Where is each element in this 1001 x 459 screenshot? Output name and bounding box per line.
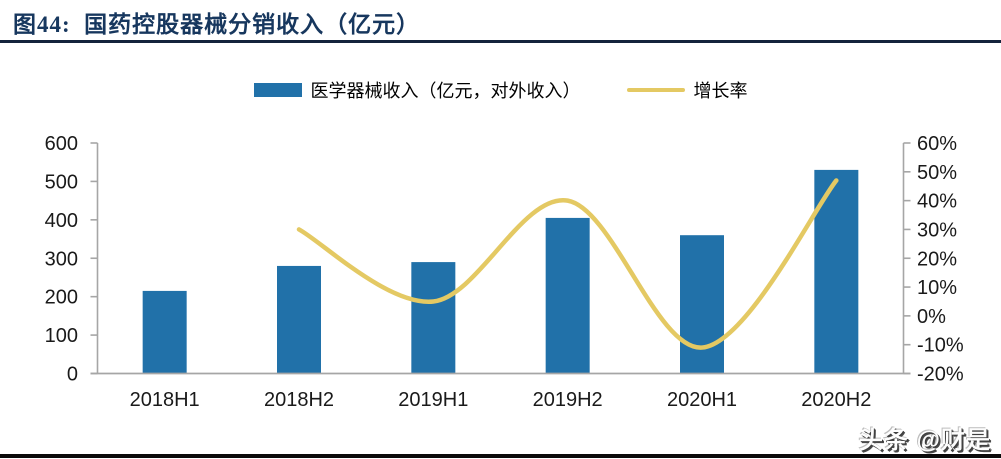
x-axis-category-label: 2020H1 <box>667 389 737 411</box>
chart-legend: 医学器械收入（亿元，对外收入） 增长率 <box>0 77 1001 103</box>
left-axis-tick-label: 400 <box>45 210 78 232</box>
watermark: 头条 @财是 <box>858 427 991 454</box>
bar-2018H1 <box>142 290 187 374</box>
right-axis-tick-label: 20% <box>917 248 957 270</box>
right-axis-tick-label: 60% <box>917 133 957 155</box>
bar-2018H2 <box>277 265 321 374</box>
legend-label-growth: 增长率 <box>693 81 748 101</box>
bar-2019H2 <box>545 217 590 374</box>
legend-bar-swatch <box>253 83 302 97</box>
legend-label-revenue: 医学器械收入（亿元，对外收入） <box>310 81 581 101</box>
legend-item-revenue: 医学器械收入（亿元，对外收入） <box>253 77 581 103</box>
right-axis-tick-label: 30% <box>917 219 957 241</box>
left-axis-tick-label: 500 <box>45 171 78 193</box>
bottom-divider <box>0 454 1001 458</box>
left-axis-tick-label: 200 <box>45 287 78 309</box>
growth-rate-line <box>296 178 839 350</box>
right-axis-tick-label: 50% <box>917 162 957 184</box>
x-axis-category-label: 2019H1 <box>398 389 468 411</box>
legend-item-growth: 增长率 <box>626 77 748 103</box>
x-axis-category-label: 2018H2 <box>264 389 334 411</box>
left-axis-tick-label: 300 <box>45 248 78 270</box>
right-axis-tick-label: 0% <box>917 306 946 328</box>
right-axis-tick-label: 40% <box>917 191 957 213</box>
x-axis-category-label: 2018H1 <box>130 389 200 411</box>
right-axis-tick-label: -10% <box>917 335 964 357</box>
right-axis-tick-label: -20% <box>917 364 964 386</box>
bar-2020H1 <box>680 235 724 374</box>
left-axis-tick-label: 600 <box>45 133 78 155</box>
left-axis-tick-label: 100 <box>45 325 78 347</box>
title-divider <box>0 40 1001 43</box>
left-axis-tick-label: 0 <box>67 364 78 386</box>
x-axis-category-label: 2020H2 <box>801 389 871 411</box>
bar-2019H1 <box>411 262 456 374</box>
x-axis-category-label: 2019H2 <box>533 389 603 411</box>
legend-line-swatch <box>626 88 685 92</box>
figure-title: 图44: 国药控股器械分销收入（亿元） <box>13 12 421 37</box>
right-axis-tick-label: 10% <box>917 277 957 299</box>
